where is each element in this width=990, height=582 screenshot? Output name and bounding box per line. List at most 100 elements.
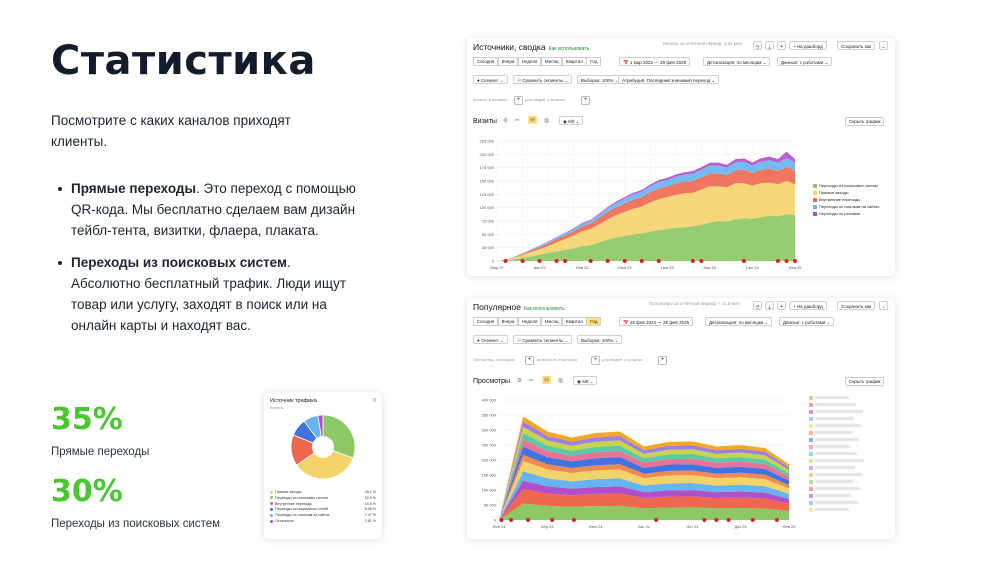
compare-segments-button[interactable]: ⚇ Сравнить сегменты ⌄ [513, 75, 573, 84]
annotation-marker[interactable] [554, 259, 559, 263]
legend-item[interactable]: Переходы по рекламе [813, 210, 880, 217]
add-filter-button[interactable]: + [514, 96, 523, 105]
add-to-dashboard-button[interactable]: + На дашборд [789, 301, 827, 310]
area-series [499, 454, 789, 520]
annotation-marker[interactable] [563, 259, 568, 263]
metric-count-select[interactable]: ◉ 6/6 ⌄ [559, 116, 584, 125]
annotation-marker[interactable] [656, 259, 661, 263]
date-range-picker[interactable]: 📅 1 мар 2022 — 28 фев 2025 [619, 57, 691, 66]
sample-select[interactable]: Выборка: 100% ⌄ [577, 335, 623, 344]
how-to-use-link[interactable]: Как использовать [548, 46, 590, 52]
hide-chart-button[interactable]: Скрыть график [845, 117, 885, 126]
period-today[interactable]: Сегодня [473, 57, 499, 66]
save-as-button[interactable]: Сохранить как [837, 301, 876, 310]
bullet-search-text: . Абсолютно бесплатный трафик. Люди ищут… [71, 255, 347, 333]
clock-icon[interactable]: ◷ [753, 301, 762, 310]
annotation-marker[interactable] [526, 518, 530, 522]
segment-button[interactable]: ● Сегмент ⌄ [473, 335, 508, 344]
period-year[interactable]: Год [586, 317, 602, 326]
period-yesterday[interactable]: Вчера [497, 317, 519, 326]
area-chart-icon[interactable]: ▤ [528, 116, 538, 124]
annotation-marker[interactable] [774, 518, 779, 522]
annotation-marker[interactable] [793, 259, 797, 263]
line-chart-icon[interactable]: ⎓ [529, 378, 534, 384]
annotation-marker[interactable] [639, 259, 644, 263]
annotation-marker[interactable] [690, 259, 695, 263]
attribution-select[interactable]: Атрибуция: Последний значимый переход ⌄ [618, 75, 720, 84]
y-tick-label: 75 000 [482, 219, 495, 224]
hide-chart-button[interactable]: Скрыть график [845, 377, 885, 386]
metric-count-select[interactable]: ◉ 6/6 ⌄ [573, 376, 598, 385]
compare-segments-button[interactable]: ⚇ Сравнить сегменты ⌄ [513, 335, 573, 344]
how-to-use-link[interactable]: Как использовать [523, 306, 565, 312]
annotation-marker[interactable] [775, 259, 780, 263]
period-quarter[interactable]: Квартал [561, 57, 587, 66]
annotation-marker[interactable] [726, 518, 731, 522]
chart2-legend-blurred [809, 394, 864, 513]
annotation-marker[interactable] [605, 259, 610, 263]
annotation-marker[interactable] [588, 259, 593, 263]
add-people-filter-button[interactable]: + [658, 356, 667, 365]
gear-icon[interactable]: ⚙ [371, 398, 377, 404]
chevron-down-icon[interactable]: ⌄ [879, 301, 888, 310]
bar-chart-icon[interactable]: ▥ [558, 378, 564, 384]
detail-select[interactable]: Детализация: по месяцам ⌄ [705, 317, 773, 326]
clock-icon[interactable]: ◷ [753, 41, 762, 50]
legend-label: Переходы по рекламе [819, 211, 861, 216]
share-icon[interactable]: ⚭ [777, 41, 786, 50]
line-chart-icon[interactable]: ⎓ [515, 118, 520, 124]
pie-legend-value: 35.1 % [364, 490, 376, 494]
robots-select[interactable]: Данные: с роботами ⌄ [779, 317, 835, 326]
period-quarter[interactable]: Квартал [561, 317, 587, 326]
annotation-marker[interactable] [509, 518, 514, 522]
segment-button[interactable]: ● Сегмент ⌄ [473, 75, 508, 84]
settings-icon[interactable]: ⚙ [517, 378, 522, 384]
annotation-marker[interactable] [654, 518, 659, 522]
add-filter-button[interactable]: + [525, 356, 534, 365]
legend-item-blurred [809, 415, 864, 422]
chevron-down-icon[interactable]: ⌄ [879, 41, 888, 50]
annotation-marker[interactable] [537, 259, 542, 263]
period-week[interactable]: Неделя [517, 317, 542, 326]
detail-select[interactable]: Детализация: по месяцам ⌄ [703, 57, 771, 66]
annotation-marker[interactable] [702, 518, 707, 522]
area-chart-icon[interactable]: ▤ [542, 376, 552, 384]
annotation-marker[interactable] [499, 518, 504, 522]
annotation-marker[interactable] [714, 518, 719, 522]
period-year[interactable]: Год [586, 57, 602, 66]
legend-item[interactable]: Внутренние переходы [813, 196, 880, 203]
robots-select[interactable]: Данные: с роботами ⌄ [777, 57, 833, 66]
legend-item[interactable]: Переходы из поисковых систем [813, 182, 880, 189]
add-to-dashboard-button[interactable]: + На дашборд [789, 41, 827, 50]
save-as-button[interactable]: Сохранить как [837, 41, 876, 50]
date-range-picker[interactable]: 📅 29 фев 2024 — 28 фев 2025 [619, 317, 694, 326]
annotation-marker[interactable] [741, 259, 746, 263]
annotation-marker[interactable] [520, 259, 525, 263]
annotation-marker[interactable] [571, 518, 576, 522]
period-today[interactable]: Сегодня [473, 317, 499, 326]
period-month[interactable]: Месяц [540, 317, 563, 326]
annotation-marker[interactable] [784, 259, 789, 263]
bar-chart-icon[interactable]: ▥ [544, 118, 550, 124]
annotation-marker[interactable] [699, 259, 704, 263]
period-month[interactable]: Месяц [540, 57, 563, 66]
settings-icon[interactable]: ⚙ [503, 118, 508, 124]
add-visits-filter-button[interactable]: + [591, 356, 600, 365]
download-icon[interactable]: ⤓ [765, 301, 774, 310]
period-week[interactable]: Неделя [517, 57, 542, 66]
share-icon[interactable]: ⚭ [777, 301, 786, 310]
legend-item[interactable]: Прямые заходы [813, 189, 880, 196]
period-yesterday[interactable]: Вчера [497, 57, 519, 66]
annotation-marker[interactable] [503, 259, 508, 263]
download-icon[interactable]: ⤓ [765, 41, 774, 50]
add-people-filter-button[interactable]: + [581, 96, 590, 105]
legend-dot [270, 496, 273, 500]
annotation-marker[interactable] [622, 259, 627, 263]
area-series [499, 488, 789, 520]
annotation-marker[interactable] [550, 518, 555, 522]
legend-item[interactable]: Переходы по ссылкам на сайтах [813, 203, 880, 210]
blurred-label [815, 417, 854, 420]
sample-select[interactable]: Выборка: 100% ⌄ [577, 75, 623, 84]
annotation-marker[interactable] [750, 518, 755, 522]
y-tick-label: 400 000 [482, 398, 497, 403]
